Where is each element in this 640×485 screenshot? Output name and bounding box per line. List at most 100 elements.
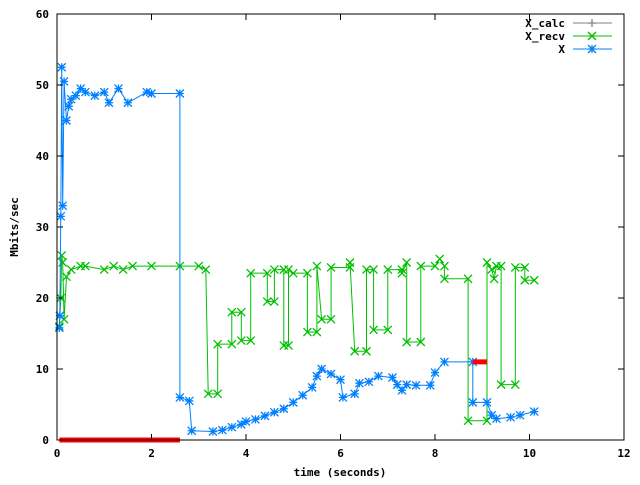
data-point [489,274,499,284]
data-point [369,265,379,275]
data-point [468,397,478,407]
data-point [123,98,133,108]
data-point [71,91,81,101]
data-point [312,371,322,381]
data-point [99,87,109,97]
data-point [184,396,194,406]
data-point [326,314,336,324]
data-point [175,392,185,402]
data-point [529,407,539,417]
data-point [369,325,379,335]
data-point [326,263,336,272]
data-point [142,87,152,97]
x-tick-label: 8 [432,447,439,460]
data-point [302,327,312,337]
data-point [269,265,279,275]
data-point [463,274,473,284]
data-point [388,373,397,382]
series-line [58,67,535,433]
data-point [66,94,76,104]
data-point [64,101,74,111]
data-point [288,397,298,407]
data-point [128,261,138,271]
data-point [203,389,213,399]
data-point [397,268,407,278]
data-point [326,369,336,379]
data-point [236,336,246,346]
data-point [147,261,156,271]
data-point [510,380,520,390]
data-point [187,426,197,436]
y-tick-label: 0 [42,434,49,447]
data-point [113,84,123,94]
series-x [54,62,539,436]
series-line [59,359,487,443]
data-point [217,425,227,435]
data-point [147,89,156,98]
data-point [109,261,119,271]
data-point [246,268,256,278]
data-point [392,380,402,390]
x-tick-label: 2 [148,447,155,460]
data-point [354,378,364,388]
data-point [201,265,211,275]
data-point [397,385,407,395]
data-point [496,380,506,390]
data-point [57,62,67,72]
data-point [284,265,293,275]
data-point [227,422,237,432]
data-point [515,410,525,420]
data-point [59,76,69,86]
data-point [213,339,223,349]
data-point [439,357,449,367]
y-tick-label: 20 [36,292,49,305]
data-point [246,336,256,346]
data-point [482,416,492,426]
data-point [307,383,317,392]
y-tick-label: 30 [36,221,49,234]
data-point [383,325,393,335]
data-point [362,265,371,275]
data-point [439,261,449,271]
data-point [80,87,90,97]
data-point [208,427,218,436]
data-point [397,265,407,275]
data-point [338,392,348,402]
data-point [520,275,530,285]
data-point [430,368,440,378]
data-point [58,201,68,211]
data-point [463,416,473,426]
data-point [269,297,279,307]
data-point [506,412,516,422]
data-point [510,263,520,272]
y-tick-label: 60 [36,8,49,21]
data-point [373,371,383,381]
legend-label: X_calc [525,17,565,30]
data-point [350,346,360,356]
data-point [430,261,440,271]
data-point [364,377,374,387]
data-point [227,339,237,349]
data-point [383,265,393,275]
data-point [288,268,298,278]
data-point [402,380,412,390]
data-point [402,337,412,347]
legend-label: X [558,43,565,56]
data-point [175,89,185,98]
y-tick-label: 40 [36,150,49,163]
y-axis-label: Mbits/sec [8,197,21,257]
data-point [269,407,279,417]
data-point [241,417,251,426]
data-point [520,263,530,272]
data-point [487,410,497,420]
y-tick-label: 50 [36,79,49,92]
data-point [302,268,312,278]
data-point [317,364,327,374]
data-point [482,258,492,267]
data-point [57,250,67,260]
data-point [312,261,322,271]
data-point [99,265,109,275]
data-point [284,341,293,351]
x-tick-label: 10 [523,447,536,460]
data-point [487,265,497,275]
